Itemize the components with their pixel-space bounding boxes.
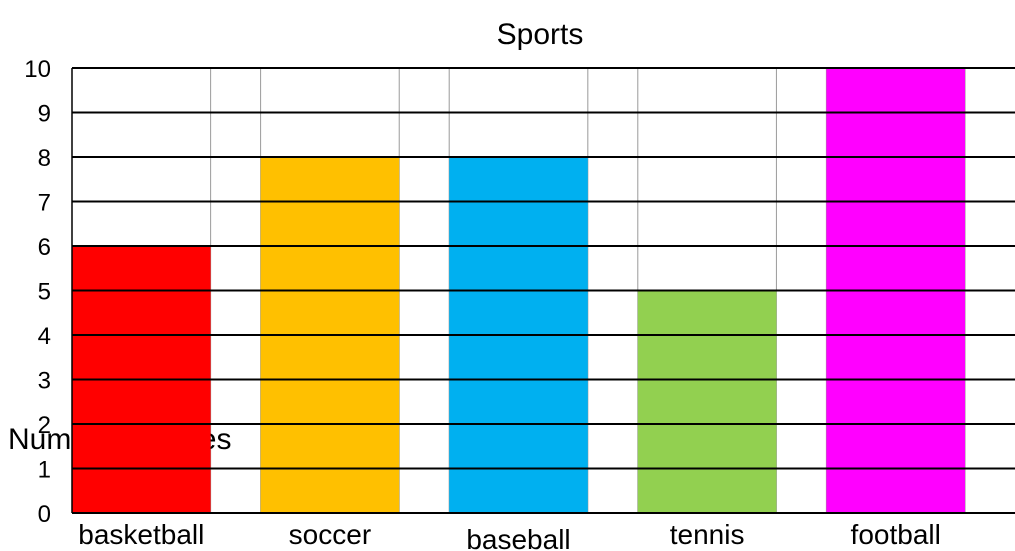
gridlines bbox=[71, 67, 1015, 514]
x-tick-label: baseball bbox=[466, 524, 570, 551]
x-tick-label: basketball bbox=[78, 519, 204, 550]
y-tick-label: 0 bbox=[38, 501, 51, 528]
y-tick-label: 10 bbox=[24, 56, 51, 83]
y-tick-label: 1 bbox=[38, 457, 51, 484]
x-axis-labels: basketball soccer baseball tennis football bbox=[78, 519, 941, 551]
y-tick-label: 7 bbox=[38, 190, 51, 217]
y-tick-label: 4 bbox=[38, 323, 51, 350]
y-tick-label: 9 bbox=[38, 101, 51, 128]
y-axis-ticks: 0 1 2 3 4 5 6 7 8 9 10 bbox=[24, 56, 51, 528]
y-tick-label: 6 bbox=[38, 234, 51, 261]
bar-tennis bbox=[637, 290, 777, 513]
chart-title: Sports bbox=[497, 18, 584, 51]
y-tick-label: 5 bbox=[38, 279, 51, 306]
y-tick-label: 2 bbox=[38, 412, 51, 439]
x-tick-label: football bbox=[851, 519, 941, 550]
x-tick-label: tennis bbox=[670, 519, 745, 550]
x-tick-label: soccer bbox=[289, 519, 371, 550]
y-tick-label: 3 bbox=[38, 368, 51, 395]
y-tick-label: 8 bbox=[38, 145, 51, 172]
